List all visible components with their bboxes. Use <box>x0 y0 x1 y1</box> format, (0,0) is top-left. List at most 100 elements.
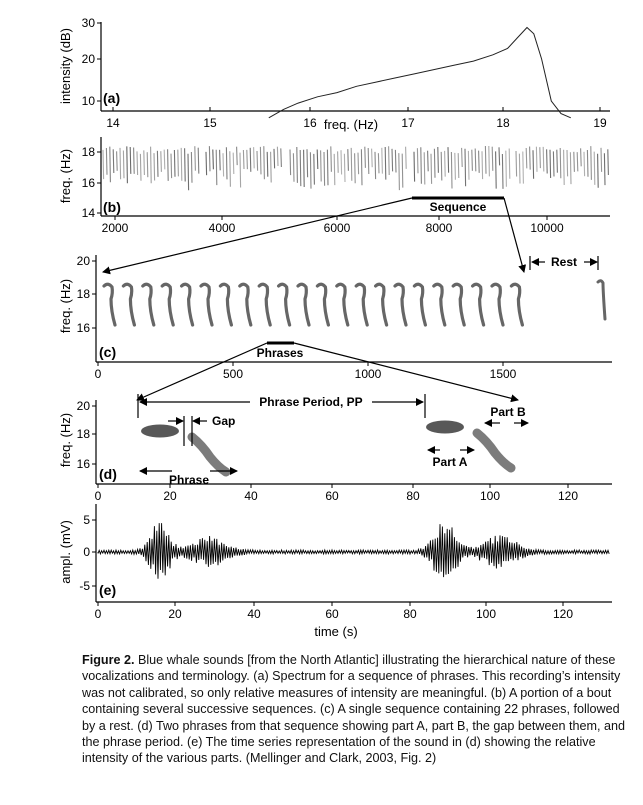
call-streak <box>522 151 524 184</box>
x-tick-label: 100 <box>476 607 496 621</box>
phrase-mark <box>296 282 311 327</box>
call-streak <box>153 153 156 181</box>
y-tick-label: 18 <box>82 145 96 159</box>
call-streak <box>225 147 228 180</box>
x-tick-label: 1500 <box>490 367 517 381</box>
phrase-mark <box>354 282 369 327</box>
panel-d-ylabel: freq. (Hz) <box>58 413 73 467</box>
call-streak <box>488 145 490 177</box>
part-b-label: Part B <box>490 405 526 419</box>
x-tick-label: 6000 <box>324 221 351 235</box>
call-streak <box>163 149 166 170</box>
call-streak <box>542 146 545 172</box>
figure-caption: Figure 2. Blue whale sounds [from the No… <box>82 652 630 767</box>
call-streak <box>139 153 142 181</box>
call-streak <box>457 153 460 179</box>
call-streak <box>253 147 255 169</box>
call-streak <box>394 149 397 173</box>
call-streak <box>266 151 269 177</box>
panel-b-ylabel: freq. (Hz) <box>58 149 73 203</box>
phrase-mark <box>432 282 447 327</box>
call-streak <box>508 148 511 179</box>
call-streak <box>146 152 149 178</box>
call-streak <box>401 153 404 188</box>
call-streak <box>212 149 214 170</box>
call-streak <box>330 146 332 172</box>
call-streak <box>160 151 162 172</box>
x-tick-label: 1000 <box>355 367 382 381</box>
call-streak <box>357 152 360 175</box>
call-streak <box>478 150 480 173</box>
y-tick-label: 18 <box>77 427 91 441</box>
call-streak <box>495 151 497 189</box>
panel-e-ylabel: ampl. (mV) <box>58 520 73 584</box>
phrase-spectrogram <box>141 420 516 477</box>
call-streak <box>102 149 105 180</box>
panel-a-label: (a) <box>103 90 120 106</box>
call-streak <box>184 148 186 182</box>
x-tick-label: 60 <box>325 489 339 503</box>
call-streak <box>292 153 295 182</box>
call-streak <box>607 149 609 176</box>
call-streak <box>546 149 548 174</box>
y-tick-label: 20 <box>77 254 91 268</box>
x-tick-label: 15 <box>203 116 217 130</box>
y-tick-label: 18 <box>77 287 91 301</box>
panel-e: -5 0 5 0 20 40 60 80 100 120 ampl. (mV) (e) time… <box>58 504 612 639</box>
call-streak <box>556 149 558 173</box>
y-tick-label: 10 <box>82 94 96 108</box>
x-tick-label: 80 <box>406 489 420 503</box>
call-streak <box>306 149 309 178</box>
call-streak <box>299 149 302 187</box>
y-tick-label: 20 <box>82 52 96 66</box>
panel-d-y-ticks: 16 18 20 <box>77 399 96 471</box>
zoom-arrow-left-bc <box>102 197 413 275</box>
call-streak <box>177 149 179 177</box>
panel-d-label: (d) <box>99 466 117 482</box>
call-streak <box>423 152 426 185</box>
part-a-mark <box>426 420 464 434</box>
x-tick-label: 17 <box>401 116 415 130</box>
panel-d: 16 18 20 0 20 40 60 80 100 120 freq. (Hz) (d) Ph… <box>58 394 612 503</box>
call-streak <box>450 151 453 189</box>
call-streak <box>316 149 319 170</box>
phrase-mark <box>490 282 505 327</box>
call-streak <box>219 149 221 171</box>
y-tick-label: 14 <box>82 206 96 220</box>
call-streak <box>420 147 422 184</box>
spectrum-line <box>268 26 571 119</box>
call-streak <box>270 151 272 183</box>
x-tick-label: 19 <box>593 116 607 130</box>
call-streak <box>232 152 235 175</box>
call-streak <box>256 150 259 171</box>
call-streak <box>229 151 231 187</box>
call-streak <box>491 146 494 171</box>
call-streak <box>133 147 135 174</box>
caption-title: Figure 2. <box>82 653 135 667</box>
x-tick-label: 0 <box>95 607 102 621</box>
call-streak <box>481 151 484 180</box>
call-streak <box>242 149 245 170</box>
panel-b-y-ticks: 14 16 18 <box>82 145 101 220</box>
panel-a-y-ticks: 10 20 30 <box>82 16 101 108</box>
phrases-label: Phrases <box>257 346 304 360</box>
call-streak <box>559 147 562 179</box>
call-streak <box>566 149 569 177</box>
call-streak <box>194 146 196 171</box>
call-streak <box>590 146 592 180</box>
call-streak <box>136 151 139 176</box>
panel-e-x-ticks: 0 20 40 60 80 100 120 <box>95 602 573 621</box>
panel-b-label: (b) <box>103 199 121 215</box>
call-streak <box>190 151 193 183</box>
part-a-label: Part A <box>433 455 468 469</box>
x-tick-label: 4000 <box>209 221 236 235</box>
zoom-arrow-left-cd <box>136 342 268 401</box>
call-streak <box>413 151 416 182</box>
panel-a-x-ticks: 14 15 16 17 18 19 <box>106 107 607 130</box>
call-streak <box>600 147 603 172</box>
x-tick-label: 16 <box>303 116 317 130</box>
y-tick-label: 16 <box>77 321 91 335</box>
part-b-mark <box>472 428 516 473</box>
call-streak <box>474 148 477 172</box>
call-streak <box>249 147 252 172</box>
